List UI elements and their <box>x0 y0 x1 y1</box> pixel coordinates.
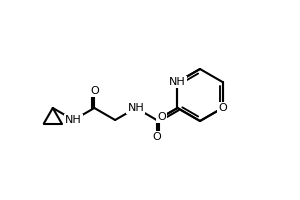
Text: O: O <box>218 103 227 113</box>
Text: NH: NH <box>128 103 144 113</box>
Text: NH: NH <box>65 115 82 125</box>
Text: O: O <box>152 132 161 142</box>
Text: O: O <box>158 112 166 122</box>
Text: O: O <box>90 86 99 96</box>
Text: NH: NH <box>169 77 186 87</box>
